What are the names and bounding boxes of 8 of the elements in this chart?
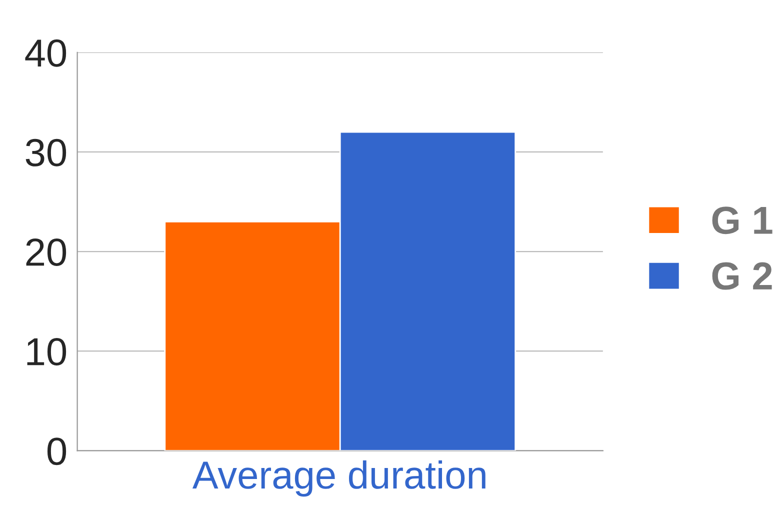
y-tick-label: 20 <box>26 238 66 266</box>
y-tick-label: 0 <box>47 438 66 466</box>
legend-label: G 2 <box>712 262 772 290</box>
legend-label: G 1 <box>712 206 772 234</box>
y-tick-label: 10 <box>27 338 66 366</box>
y-tick-label: 40 <box>25 39 66 67</box>
x-tick-label: Average duration <box>192 460 486 497</box>
y-tick-label: 30 <box>26 138 66 166</box>
